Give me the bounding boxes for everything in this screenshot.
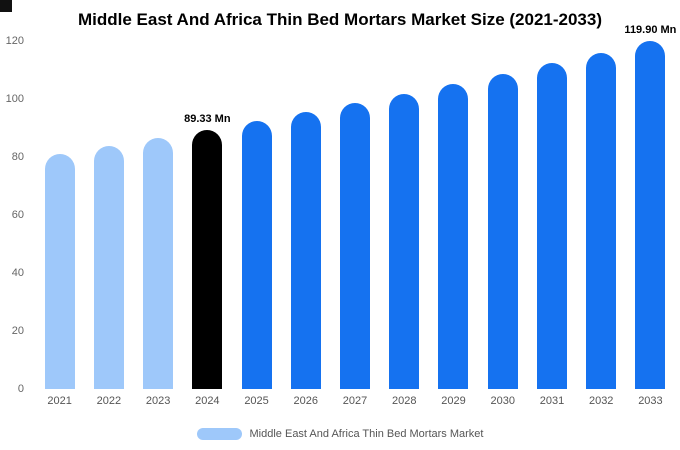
y-tick-label: 80 — [11, 151, 24, 163]
x-axis: 2021 2022 2023 2024 2025 2026 2027 2028 2029 2030… — [35, 395, 675, 411]
legend-swatch — [196, 428, 242, 440]
x-tick-label: 2032 — [588, 395, 614, 407]
corner-mark — [0, 0, 12, 12]
chart-title: Middle East And Africa Thin Bed Mortars … — [78, 10, 602, 29]
bar-2031 — [536, 63, 567, 389]
plot-area: 89.33 Mn 119.90 Mn — [35, 24, 676, 389]
bar-2023 — [143, 138, 174, 389]
x-tick-label: 2025 — [244, 395, 269, 407]
y-tick-label: 20 — [11, 325, 24, 337]
bar-2033: 119.90 Mn — [624, 24, 676, 389]
y-tick-label: 0 — [17, 383, 24, 395]
bar-value-label: 89.33 Mn — [184, 112, 231, 125]
bar-2021 — [44, 154, 75, 389]
bar-2030 — [487, 73, 518, 389]
bar-value-label: 119.90 Mn — [624, 24, 677, 37]
y-tick-label: 60 — [11, 209, 24, 221]
x-tick-label: 2031 — [539, 395, 565, 407]
x-tick-label: 2028 — [392, 395, 417, 407]
bar-slot: 119.90 Mn — [624, 24, 676, 389]
x-tick-label: 2021 — [47, 395, 72, 407]
x-tick-label: 2023 — [145, 395, 171, 407]
x-tick-label: 2027 — [342, 395, 368, 407]
bar-2024: 89.33 Mn — [184, 113, 231, 389]
y-tick-label: 120 — [5, 35, 24, 47]
x-tick-label: 2026 — [293, 395, 319, 407]
legend-label: Middle East And Africa Thin Bed Mortars … — [249, 428, 484, 440]
y-tick-label: 40 — [11, 267, 24, 279]
bar-slot — [429, 41, 478, 389]
y-axis: 0 20 40 60 80 100 120 — [0, 35, 28, 395]
x-tick-label: 2029 — [441, 395, 466, 407]
bar-2026 — [290, 112, 321, 389]
bar-slot — [232, 41, 281, 389]
bar-slot — [380, 41, 429, 389]
bar-slot — [281, 41, 330, 389]
bar-slot — [527, 41, 576, 389]
x-tick-label: 2024 — [195, 395, 220, 407]
bar-2025 — [241, 121, 272, 389]
legend: Middle East And Africa Thin Bed Mortars … — [0, 428, 680, 440]
x-tick-label: 2022 — [96, 395, 122, 407]
bar-slot: 89.33 Mn — [183, 41, 232, 389]
bar-slot — [35, 41, 84, 389]
bar-slot — [478, 41, 527, 389]
bar-2028 — [389, 93, 420, 389]
bar-slot — [84, 41, 133, 389]
bar-slot — [133, 41, 182, 389]
bar-2029 — [438, 83, 469, 389]
x-tick-label: 2033 — [638, 395, 663, 407]
bar-slot — [577, 41, 626, 389]
x-tick-label: 2030 — [490, 395, 515, 407]
y-tick-label: 100 — [5, 93, 24, 105]
bar-2032 — [586, 52, 617, 389]
bar-slot — [330, 41, 379, 389]
bar-2022 — [93, 146, 124, 389]
bar-2027 — [340, 103, 371, 389]
